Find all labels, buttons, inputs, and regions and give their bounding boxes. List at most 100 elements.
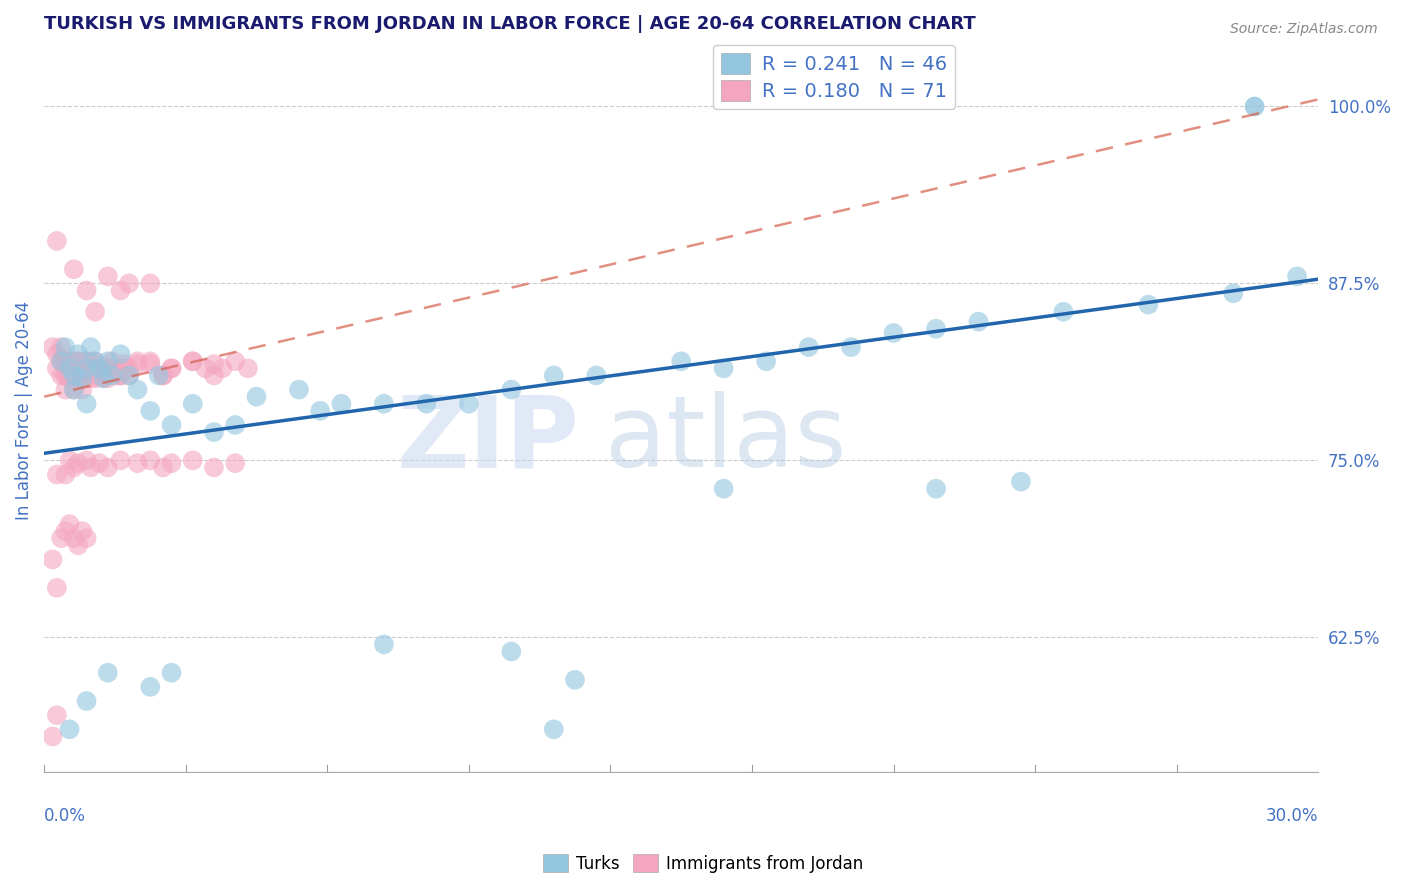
Point xyxy=(160,456,183,470)
Point xyxy=(49,368,72,383)
Point xyxy=(49,354,72,368)
Point xyxy=(501,383,523,397)
Point xyxy=(67,347,90,361)
Point xyxy=(53,383,76,397)
Point xyxy=(45,708,67,723)
Point xyxy=(76,368,98,383)
Point xyxy=(76,284,98,298)
Point xyxy=(139,680,162,694)
Point xyxy=(797,340,820,354)
Point xyxy=(105,366,128,380)
Text: Source: ZipAtlas.com: Source: ZipAtlas.com xyxy=(1230,22,1378,37)
Point xyxy=(110,284,132,298)
Point xyxy=(224,417,246,432)
Point xyxy=(58,453,80,467)
Point xyxy=(67,456,90,470)
Point xyxy=(45,467,67,482)
Point xyxy=(93,361,115,376)
Point xyxy=(58,361,80,376)
Point xyxy=(58,368,80,383)
Point xyxy=(63,354,86,368)
Point xyxy=(63,383,86,397)
Point xyxy=(110,368,132,383)
Text: 30.0%: 30.0% xyxy=(1265,807,1319,825)
Point xyxy=(152,460,174,475)
Point xyxy=(45,347,67,361)
Point xyxy=(925,322,948,336)
Point xyxy=(373,637,395,651)
Point xyxy=(713,482,735,496)
Point xyxy=(181,354,204,368)
Point xyxy=(925,482,948,496)
Point xyxy=(41,730,63,744)
Point xyxy=(1010,475,1032,489)
Point xyxy=(76,354,98,368)
Point xyxy=(543,368,565,383)
Point xyxy=(80,340,103,354)
Point xyxy=(80,361,103,376)
Point xyxy=(118,368,141,383)
Point xyxy=(160,361,183,376)
Point xyxy=(1243,99,1265,113)
Point xyxy=(224,354,246,368)
Point xyxy=(49,340,72,354)
Text: 0.0%: 0.0% xyxy=(44,807,86,825)
Point xyxy=(67,354,90,368)
Point xyxy=(839,340,862,354)
Point xyxy=(755,354,778,368)
Point xyxy=(53,368,76,383)
Point xyxy=(309,404,332,418)
Point xyxy=(49,354,72,368)
Point xyxy=(84,304,107,318)
Point xyxy=(181,354,204,368)
Point xyxy=(58,517,80,532)
Point xyxy=(110,453,132,467)
Point xyxy=(105,368,128,383)
Point xyxy=(224,456,246,470)
Point xyxy=(139,453,162,467)
Point xyxy=(76,361,98,376)
Point xyxy=(76,354,98,368)
Point xyxy=(101,361,124,376)
Point xyxy=(58,723,80,737)
Point xyxy=(139,277,162,291)
Point xyxy=(127,357,149,371)
Point xyxy=(202,460,225,475)
Point xyxy=(415,397,437,411)
Point xyxy=(45,361,67,376)
Point xyxy=(58,354,80,368)
Point xyxy=(97,371,120,385)
Point xyxy=(93,371,115,385)
Point xyxy=(139,354,162,368)
Point xyxy=(45,581,67,595)
Point xyxy=(148,368,170,383)
Point xyxy=(883,326,905,340)
Point xyxy=(63,361,86,376)
Point xyxy=(501,644,523,658)
Point xyxy=(202,368,225,383)
Point xyxy=(160,417,183,432)
Point xyxy=(58,371,80,385)
Point xyxy=(967,315,990,329)
Point xyxy=(84,371,107,385)
Legend: R = 0.241   N = 46, R = 0.180   N = 71: R = 0.241 N = 46, R = 0.180 N = 71 xyxy=(713,45,955,109)
Point xyxy=(49,354,72,368)
Point xyxy=(76,531,98,545)
Point xyxy=(669,354,692,368)
Point xyxy=(53,340,76,354)
Point xyxy=(41,340,63,354)
Point xyxy=(330,397,353,411)
Point xyxy=(202,357,225,371)
Point xyxy=(97,269,120,284)
Point xyxy=(114,357,136,371)
Point xyxy=(118,277,141,291)
Point xyxy=(127,383,149,397)
Point xyxy=(67,368,90,383)
Point xyxy=(236,361,259,376)
Point xyxy=(97,460,120,475)
Point xyxy=(101,368,124,383)
Point xyxy=(63,262,86,277)
Point xyxy=(118,361,141,376)
Point xyxy=(89,361,111,376)
Point xyxy=(97,354,120,368)
